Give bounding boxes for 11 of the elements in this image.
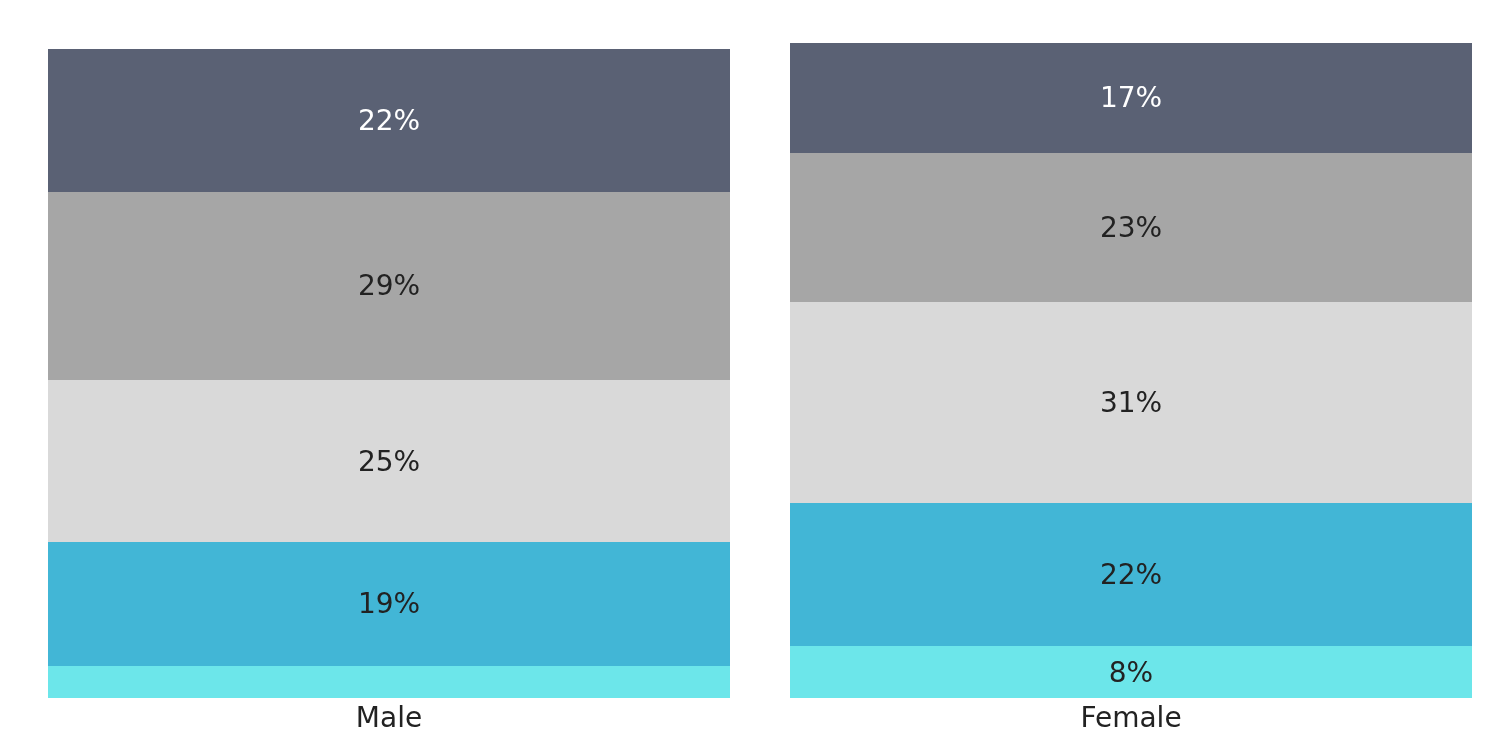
data-label: 23% bbox=[1099, 210, 1163, 244]
data-label: 17% bbox=[1099, 81, 1163, 115]
x-tick-label: Female bbox=[1080, 701, 1182, 734]
data-label: 25% bbox=[357, 444, 421, 478]
data-label: 8% bbox=[1108, 655, 1154, 689]
data-label: 19% bbox=[357, 587, 421, 621]
data-label: 31% bbox=[1099, 386, 1163, 420]
data-label: 22% bbox=[357, 103, 421, 137]
data-label: 29% bbox=[357, 269, 421, 303]
x-tick-label: Male bbox=[355, 701, 423, 734]
data-label: 22% bbox=[1099, 558, 1163, 592]
